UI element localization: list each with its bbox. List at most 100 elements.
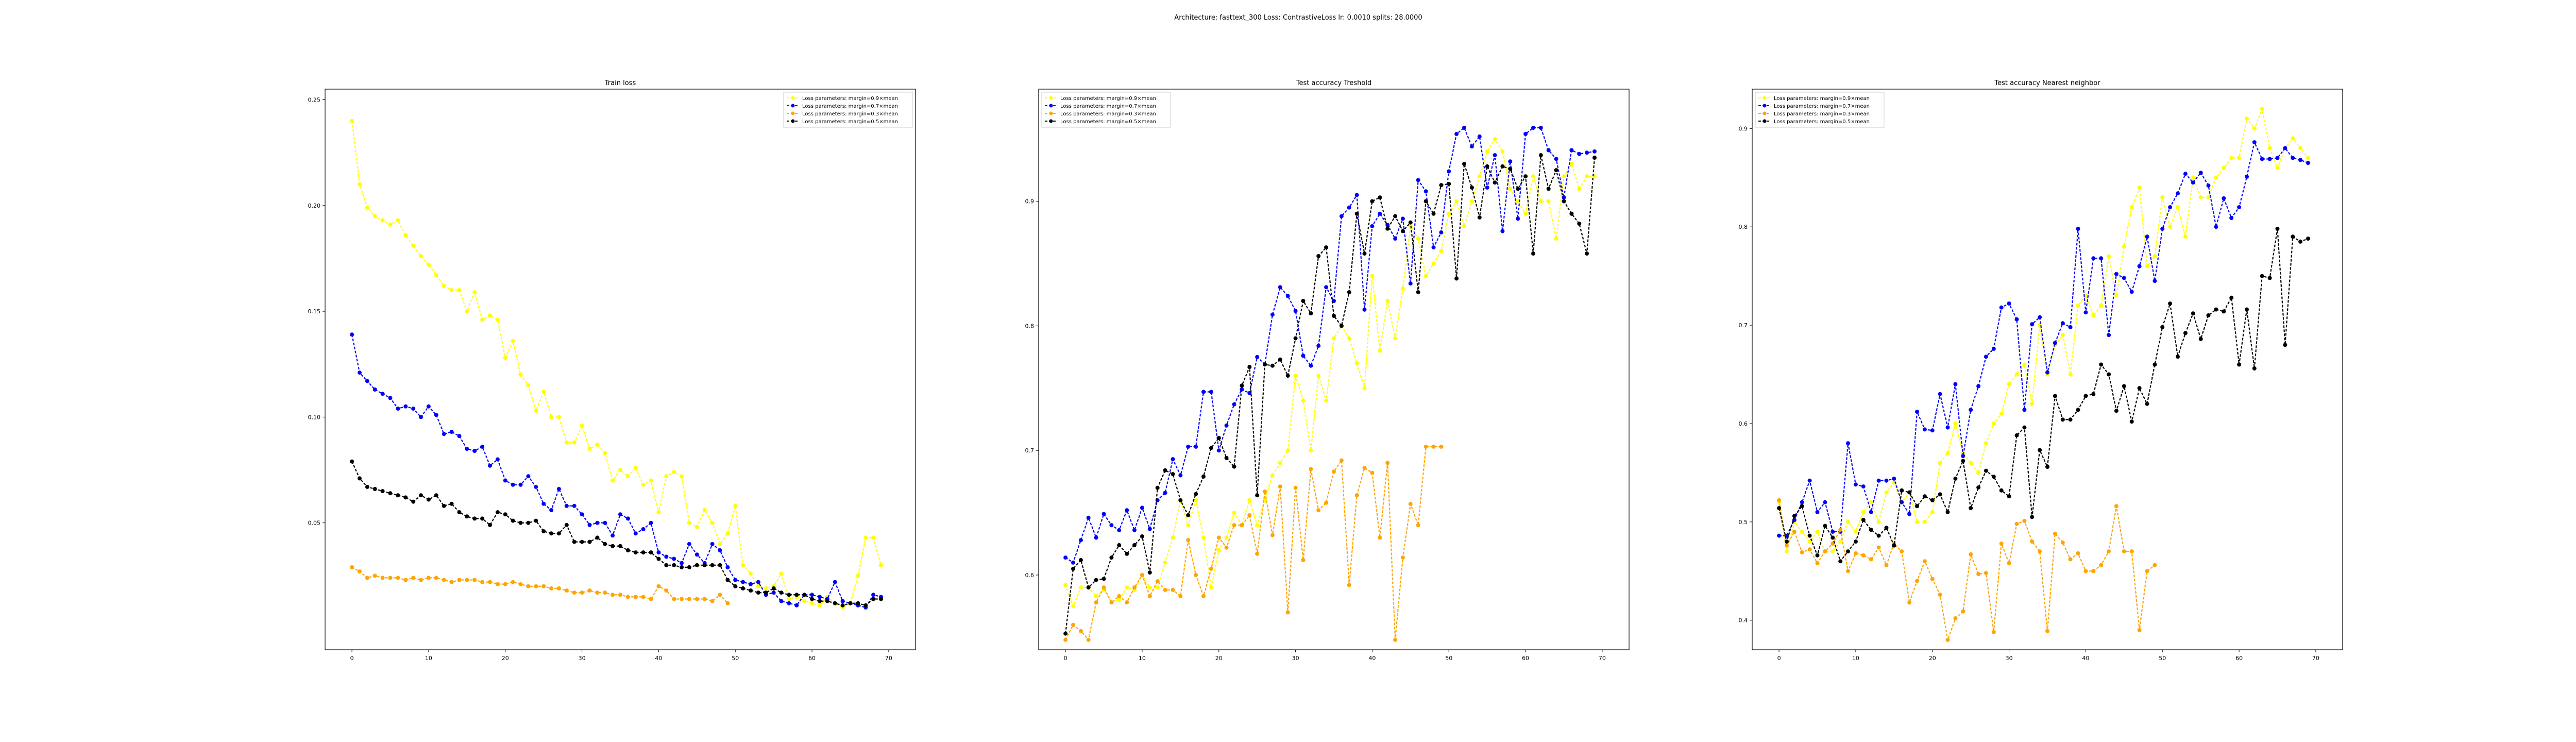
- data-point: [549, 531, 554, 536]
- data-point: [1316, 344, 1321, 348]
- data-point: [2214, 307, 2218, 312]
- data-point: [1976, 485, 1981, 490]
- data-point: [2083, 394, 2088, 398]
- data-point: [1815, 529, 1820, 534]
- data-point: [1416, 178, 1420, 182]
- data-point: [1431, 261, 1436, 266]
- data-point: [1155, 485, 1160, 490]
- data-point: [1101, 585, 1106, 590]
- data-point: [1370, 470, 1375, 475]
- data-point: [1876, 519, 1881, 524]
- x-tick-label: 70: [2312, 655, 2319, 662]
- data-point: [457, 288, 462, 292]
- series-line: [351, 461, 881, 606]
- data-point: [2022, 362, 2027, 367]
- data-point: [1569, 162, 1574, 166]
- data-point: [2091, 392, 2096, 396]
- data-point: [534, 518, 538, 523]
- x-tick-label: 40: [1368, 655, 1376, 662]
- data-point: [1562, 199, 1566, 204]
- data-point: [1309, 448, 1313, 453]
- data-point: [1216, 448, 1221, 453]
- legend-label: Loss parameters: margin=0.7×mean: [1060, 104, 1156, 109]
- data-point: [518, 373, 523, 377]
- data-point: [787, 597, 791, 601]
- data-point: [2160, 195, 2165, 199]
- data-point: [1792, 514, 1797, 518]
- data-point: [1915, 579, 1919, 583]
- data-point: [687, 520, 691, 525]
- data-point: [2060, 540, 2065, 545]
- data-point: [1408, 281, 1413, 286]
- data-point: [633, 465, 638, 470]
- data-point: [1869, 557, 1873, 562]
- data-point: [618, 512, 622, 517]
- data-point: [611, 593, 615, 597]
- x-tick-label: 0: [1777, 655, 1781, 662]
- y-tick-label: 0.8: [1025, 323, 1035, 329]
- data-point: [710, 520, 715, 525]
- data-point: [1293, 374, 1298, 378]
- data-point: [1500, 164, 1505, 168]
- data-point: [649, 478, 653, 483]
- x-tick-label: 30: [1292, 655, 1299, 662]
- data-point: [1309, 363, 1313, 368]
- data-point: [725, 565, 730, 569]
- data-point: [1224, 535, 1229, 540]
- data-point: [1285, 294, 1290, 298]
- data-point: [1132, 543, 1137, 547]
- test-accuracy-threshold-chart: Test accuracy Treshold 0 10 20 30 40 50 60 70 0.…: [1025, 79, 1630, 662]
- data-point: [2068, 417, 2073, 422]
- data-point: [2022, 425, 2027, 430]
- data-point: [1785, 539, 1789, 544]
- data-point: [1086, 637, 1091, 642]
- legend-marker: [1049, 104, 1053, 108]
- data-point: [611, 544, 615, 548]
- data-point: [818, 595, 822, 599]
- data-point: [1400, 555, 1405, 560]
- data-point: [549, 415, 554, 419]
- data-point: [2153, 362, 2157, 367]
- data-point: [1546, 187, 1551, 191]
- data-point: [1785, 549, 1789, 554]
- y-tick-label: 0.6: [1739, 420, 1748, 427]
- data-point: [1853, 539, 1858, 544]
- data-point: [694, 552, 699, 557]
- data-point: [403, 404, 408, 409]
- data-point: [680, 597, 684, 601]
- data-point: [1278, 357, 1282, 362]
- data-point: [2030, 539, 2035, 544]
- legend-marker: [1049, 111, 1053, 115]
- data-point: [426, 404, 431, 409]
- data-point: [2229, 295, 2234, 300]
- data-point: [1861, 553, 1866, 558]
- data-point: [564, 440, 569, 445]
- data-point: [1109, 523, 1114, 528]
- data-point: [1447, 181, 1451, 186]
- data-point: [1163, 560, 1167, 565]
- data-point: [1163, 468, 1167, 473]
- y-tick-label: 0.15: [308, 308, 321, 315]
- data-point: [426, 497, 431, 502]
- data-point: [1991, 346, 1996, 351]
- data-point: [1800, 500, 1804, 504]
- data-point: [1961, 609, 1965, 614]
- data-point: [771, 586, 776, 591]
- data-point: [810, 593, 815, 597]
- data-point: [672, 556, 676, 561]
- data-point: [1915, 504, 1919, 509]
- data-point: [1439, 183, 1444, 188]
- data-point: [725, 601, 730, 605]
- data-point: [503, 512, 507, 517]
- data-point: [480, 516, 485, 521]
- data-point: [680, 474, 684, 479]
- data-point: [503, 478, 507, 483]
- legend-label: Loss parameters: margin=0.9×mean: [802, 96, 898, 102]
- data-point: [1224, 456, 1229, 460]
- data-point: [1516, 199, 1520, 204]
- data-point: [1454, 199, 1459, 204]
- data-point: [2214, 175, 2218, 180]
- data-point: [1477, 174, 1482, 179]
- data-point: [618, 468, 622, 472]
- data-point: [1838, 559, 1843, 564]
